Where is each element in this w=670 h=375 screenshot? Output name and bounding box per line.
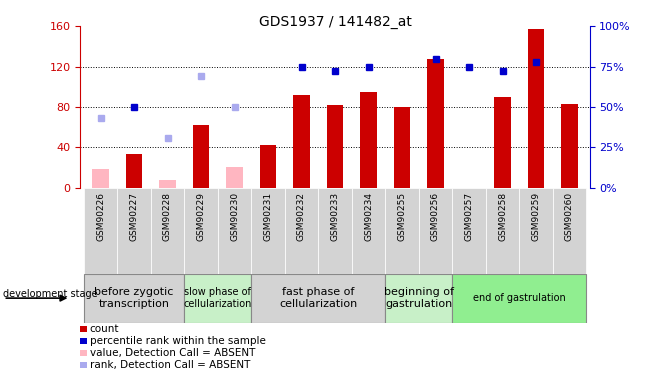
Text: GSM90258: GSM90258 [498, 192, 507, 241]
Text: rank, Detection Call = ABSENT: rank, Detection Call = ABSENT [90, 360, 250, 370]
Text: GSM90259: GSM90259 [531, 192, 541, 241]
Text: GSM90260: GSM90260 [565, 192, 574, 241]
Bar [285, 188, 318, 274]
Bar [218, 188, 251, 274]
Bar [293, 95, 310, 188]
Text: GSM90226: GSM90226 [96, 192, 105, 241]
Text: GSM90228: GSM90228 [163, 192, 172, 241]
Text: development stage: development stage [3, 290, 98, 299]
Bar [193, 125, 209, 188]
Text: value, Detection Call = ABSENT: value, Detection Call = ABSENT [90, 348, 255, 358]
Bar [327, 105, 343, 188]
Bar [260, 145, 276, 188]
Text: GSM90234: GSM90234 [364, 192, 373, 241]
Bar [528, 29, 544, 188]
Bar [80, 338, 87, 344]
Bar [318, 188, 352, 274]
Bar [251, 274, 385, 322]
Bar [494, 97, 511, 188]
Bar [251, 188, 285, 274]
Text: percentile rank within the sample: percentile rank within the sample [90, 336, 265, 346]
Text: GSM90227: GSM90227 [129, 192, 139, 241]
Text: GSM90233: GSM90233 [330, 192, 340, 241]
Bar [159, 180, 176, 188]
Text: GSM90256: GSM90256 [431, 192, 440, 241]
Bar [452, 274, 586, 322]
Bar [117, 188, 151, 274]
Bar [84, 274, 184, 322]
Text: GSM90229: GSM90229 [196, 192, 206, 241]
Bar [553, 188, 586, 274]
Text: GDS1937 / 141482_at: GDS1937 / 141482_at [259, 15, 411, 29]
Text: fast phase of
cellularization: fast phase of cellularization [279, 287, 357, 309]
Text: end of gastrulation: end of gastrulation [473, 293, 565, 303]
Bar [519, 188, 553, 274]
Text: before zygotic
transcription: before zygotic transcription [94, 287, 174, 309]
Text: GSM90257: GSM90257 [464, 192, 474, 241]
Bar [126, 154, 142, 188]
Text: GSM90255: GSM90255 [397, 192, 407, 241]
Bar [184, 274, 251, 322]
Bar [561, 104, 578, 188]
Bar [80, 326, 87, 332]
Bar [452, 188, 486, 274]
Bar [84, 188, 117, 274]
Bar [352, 188, 385, 274]
Bar [151, 188, 184, 274]
Bar [385, 188, 419, 274]
Bar [226, 167, 243, 188]
Text: GSM90231: GSM90231 [263, 192, 273, 241]
Bar [385, 274, 452, 322]
Text: count: count [90, 324, 119, 334]
Text: beginning of
gastrulation: beginning of gastrulation [384, 287, 454, 309]
Bar [394, 107, 410, 188]
Text: GSM90230: GSM90230 [230, 192, 239, 241]
Bar [92, 170, 109, 188]
Bar [184, 188, 218, 274]
Bar [80, 362, 87, 368]
Bar [419, 188, 452, 274]
Bar [486, 188, 519, 274]
Text: GSM90232: GSM90232 [297, 192, 306, 241]
Bar [427, 58, 444, 188]
Bar [80, 350, 87, 356]
Bar [360, 92, 377, 188]
Text: slow phase of
cellularization: slow phase of cellularization [184, 287, 252, 309]
